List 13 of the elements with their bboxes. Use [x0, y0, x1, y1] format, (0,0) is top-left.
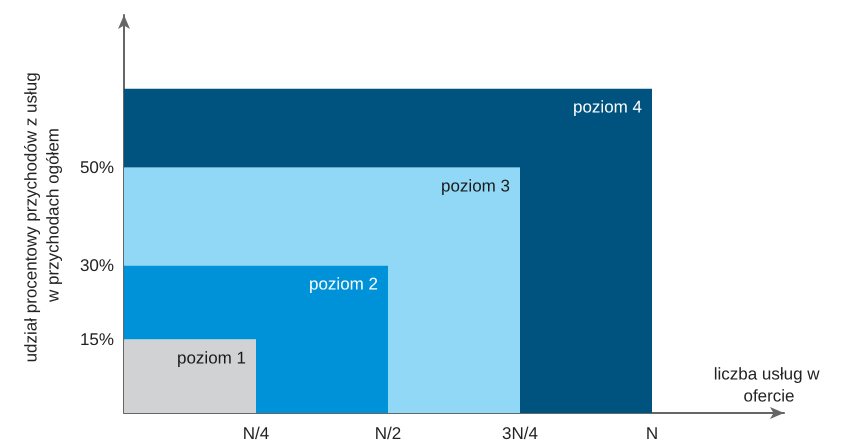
x-axis-title: liczba usług w ofercie	[714, 364, 824, 406]
series-label: poziom 3	[441, 176, 510, 196]
y-tick-label: 15%	[80, 330, 114, 349]
y-tick-label: 50%	[80, 158, 114, 177]
x-tick-label: N	[646, 424, 658, 443]
x-tick-label: 3N/4	[502, 424, 538, 443]
y-tick-label: 30%	[80, 256, 114, 276]
y-axis-title: udział procentowy przychodów z usług w przychodach ogółem	[22, 68, 62, 362]
series-label: poziom 2	[309, 274, 378, 294]
x-tick-label: N/2	[374, 424, 402, 443]
x-tick-label: N/4	[242, 424, 270, 443]
series-label: poziom 4	[573, 98, 642, 117]
series-label: poziom 1	[177, 348, 246, 368]
